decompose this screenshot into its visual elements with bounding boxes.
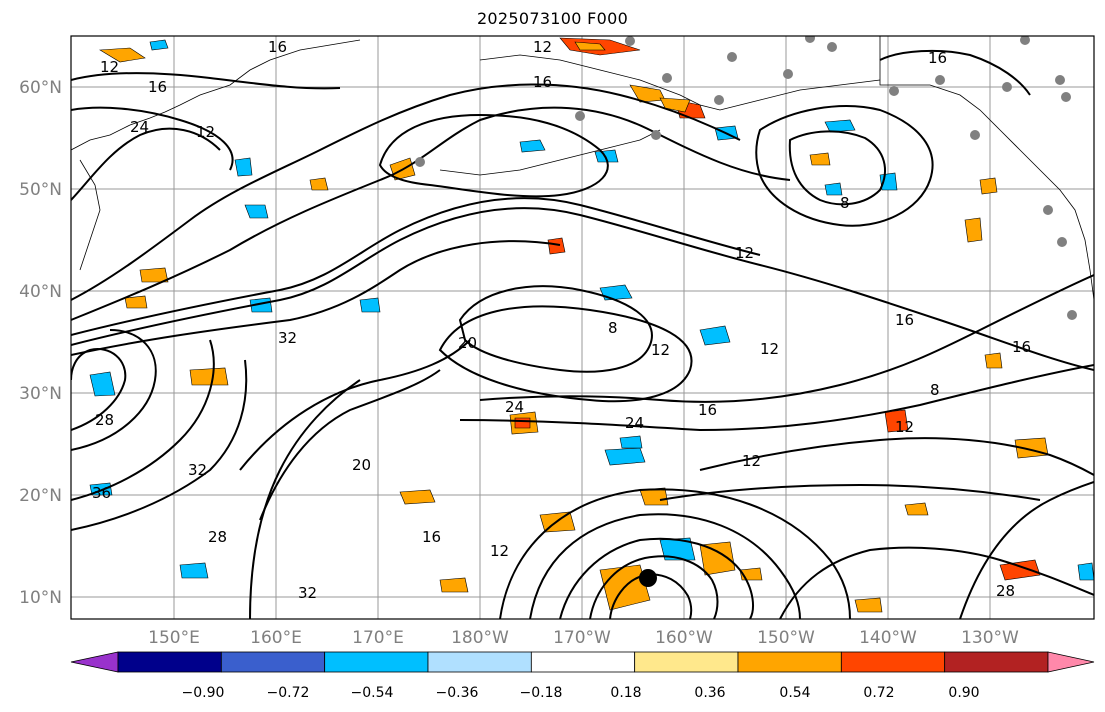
contour-label: 16 (148, 78, 167, 96)
map-frame (70, 35, 1095, 620)
colorbar (70, 651, 1095, 673)
contour-label: 12 (533, 38, 552, 56)
colorbar-segment (324, 651, 429, 673)
colorbar-tick-label: −0.90 (182, 685, 225, 701)
contour-label: 16 (422, 528, 441, 546)
lat-label: 20°N (19, 486, 62, 506)
colorbar-segment (427, 651, 532, 673)
contour-label: 16 (698, 401, 717, 419)
map-panel: 16 12 16 24 12 16 12 16 8 12 16 32 20 12… (71, 36, 1094, 619)
contour-label: 20 (352, 456, 371, 474)
lon-label: 150°W (757, 628, 815, 648)
colorbar-tick-label: −0.18 (520, 685, 563, 701)
contour-label: 28 (996, 582, 1015, 600)
colorbar-tick-label: −0.36 (436, 685, 479, 701)
contour-label: 24 (625, 414, 644, 432)
lat-axis-labels: 60°N 50°N 40°N 30°N 20°N 10°N (19, 78, 62, 608)
colorbar-tick-label: 0.90 (948, 685, 979, 701)
contour-label: 16 (268, 38, 287, 56)
lat-label: 10°N (19, 588, 62, 608)
colorbar-segment (530, 651, 636, 673)
contour-label: 32 (278, 329, 297, 347)
contour-label: 8 (840, 194, 850, 212)
contour-label: 12 (196, 123, 215, 141)
colorbar-segment (737, 651, 842, 673)
contour-labels: 16 12 16 24 12 16 12 16 8 12 16 32 20 12… (92, 38, 1031, 602)
contour-label: 12 (100, 58, 119, 76)
contour-label: 12 (651, 341, 670, 359)
lon-label: 130°W (961, 628, 1019, 648)
lon-axis-labels: 150°E 160°E 170°E 180°W 170°W 160°W 150°… (148, 628, 1019, 648)
contour-label: 12 (760, 340, 779, 358)
contour-label: 12 (735, 244, 754, 262)
contour-label: 16 (1012, 338, 1031, 356)
contour-label: 36 (92, 484, 111, 502)
lon-label: 170°E (352, 628, 404, 648)
lon-label: 160°W (655, 628, 713, 648)
lon-label: 160°E (250, 628, 302, 648)
contour-label: 12 (490, 542, 509, 560)
contour-label: 8 (608, 319, 618, 337)
colorbar-tick-label: −0.72 (267, 685, 310, 701)
lon-label: 170°W (553, 628, 611, 648)
shaded-field (89, 37, 1094, 613)
lon-label: 140°W (859, 628, 917, 648)
station-markers (415, 36, 1077, 320)
gridlines (71, 36, 1094, 619)
colorbar-segment (944, 651, 1049, 673)
contour-label: 12 (742, 452, 761, 470)
colorbar-tick-label: 0.36 (694, 685, 725, 701)
colorbar-tick-label: 0.54 (779, 685, 810, 701)
colorbar-tick-labels: −0.90 −0.72 −0.54 −0.36 −0.18 0.18 0.36 … (182, 685, 980, 701)
contour-label: 32 (298, 584, 317, 602)
contour-label: 8 (930, 381, 940, 399)
colorbar-tick-label: 0.72 (863, 685, 894, 701)
colorbar-segment (840, 651, 946, 673)
height-contours (71, 49, 1094, 619)
contour-label: 16 (928, 49, 947, 67)
contour-label: 20 (458, 334, 477, 352)
contour-label: 28 (208, 528, 227, 546)
contour-label: 24 (130, 118, 149, 136)
colorbar-tick-label: −0.54 (351, 685, 394, 701)
lat-label: 60°N (19, 78, 62, 98)
lat-label: 40°N (19, 282, 62, 302)
colorbar-tick-label: 0.18 (610, 685, 641, 701)
lat-label: 50°N (19, 180, 62, 200)
contour-label: 32 (188, 461, 207, 479)
lon-label: 180°W (451, 628, 509, 648)
contour-label: 16 (533, 73, 552, 91)
storm-center-marker (639, 569, 657, 587)
colorbar-segment (220, 651, 326, 673)
map-title: 2025073100 F000 (476, 9, 629, 28)
colorbar-extend-high (1047, 651, 1095, 673)
lon-label: 150°E (148, 628, 200, 648)
contour-label: 16 (895, 311, 914, 329)
contour-label: 12 (895, 418, 914, 436)
lat-label: 30°N (19, 384, 62, 404)
colorbar-segment (117, 651, 222, 673)
contour-label: 24 (505, 398, 524, 416)
colorbar-segment (634, 651, 739, 673)
contour-label: 28 (95, 411, 114, 429)
colorbar-extend-low (70, 651, 119, 673)
